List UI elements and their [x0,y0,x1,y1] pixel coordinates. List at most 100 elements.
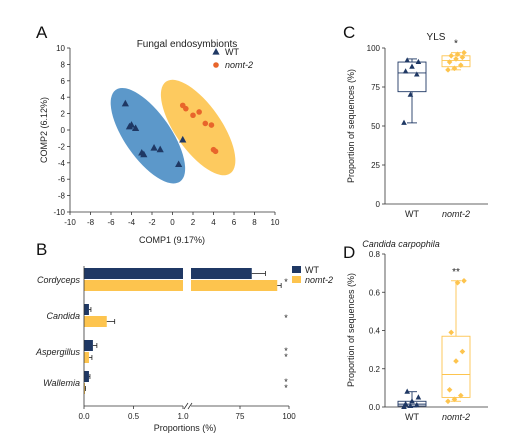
bar-nomt2 [84,383,85,394]
panel-d-content: 0.0 0.2 0.4 0.6 0.8 WT nomt-2 ** [369,250,488,422]
point-wt [156,145,164,153]
point-nomt2 [454,279,461,286]
x-tick-label: -2 [148,218,156,227]
significance-star: ** [452,267,460,278]
point-nomt2 [445,67,451,73]
legend-label-wt: WT [225,47,239,57]
x-tick-label: 100 [282,412,296,421]
y-tick-label: 0 [61,126,66,135]
panel-c-box: YLS 0 25 50 75 100 WT nomt-2 * Proportion of se… [346,32,488,219]
point-nomt2 [451,396,458,403]
x-tick-label: 75 [236,412,245,421]
bar-nomt2 [191,280,278,291]
panel-a-scatter: Fungal endosymbionts -10 -8 -6 -4 -2 0 2 4 6 8 10-… [39,39,280,245]
x-tick-label: -6 [107,218,115,227]
bar-nomt2 [84,280,183,291]
x-tick-label: 0.0 [78,412,90,421]
y-tick-label: -8 [58,192,66,201]
point-wt [415,394,422,400]
point-nomt2 [446,386,453,393]
x-tick-label: 6 [232,218,237,227]
significance-star: * [284,313,288,323]
bar-nomt2 [84,352,89,363]
axis-break-mark [183,402,189,410]
point-wt [132,124,140,131]
point-wt [402,400,409,407]
x-tick-label: 10 [271,218,280,227]
y-tick-label: -6 [58,175,66,184]
point-nomt2 [448,329,454,336]
y-tick-label: 2 [61,110,66,119]
point-nomt2 [454,51,461,58]
y-tick-label: 0.2 [369,365,381,374]
legend-label-wt: WT [305,265,319,275]
point-wt [407,402,414,409]
legend-label-nomt2: nomt-2 [225,60,253,70]
panel-a-legend: WT nomt-2 [212,47,253,70]
panel-c-ylabel: Proportion of sequences (%) [346,69,356,183]
category-label: Cordyceps [37,275,81,285]
point-nomt2 [202,120,209,127]
point-nomt2 [446,59,453,65]
panel-label-c: C [343,23,355,42]
legend-swatch-nomt2 [292,276,301,283]
panel-label-b: B [36,240,47,259]
bar-wt [84,304,89,315]
point-nomt2 [183,105,189,112]
point-nomt2 [445,398,451,405]
point-wt [415,58,422,65]
panel-a-title: Fungal endosymbionts [137,39,238,50]
bar-nomt2 [84,316,107,327]
category-label: Aspergillus [35,347,81,357]
category-label: Candida [46,311,80,321]
legend-swatch-wt [292,266,301,273]
legend-marker-nomt2 [213,62,219,68]
point-wt [140,150,148,158]
point-wt [414,71,420,77]
box-nomt2 [441,335,471,398]
point-nomt2 [190,112,196,119]
y-tick-label: 0.0 [369,403,381,412]
point-wt [404,388,410,394]
panel-b-bar: Cordyceps *Candida *Aspergillus **Wallemia *… [35,265,333,433]
point-nomt2 [458,62,464,68]
bar-wt [191,268,252,279]
point-wt [121,99,129,107]
x-tick-label: 0.5 [128,412,140,421]
bar-wt [84,340,93,351]
x-tick-label: 2 [191,218,196,227]
panel-d-title: Candida carpophila [362,239,440,249]
significance-star: * [454,39,458,50]
panel-b-content: Cordyceps *Candida *Aspergillus **Wallemia *… [35,266,296,421]
category-label: Wallemia [43,378,80,388]
y-tick-label: 0 [376,200,381,209]
point-nomt2 [453,358,459,364]
x-tick-label: 1.0 [177,412,189,421]
point-wt [401,403,407,409]
y-tick-label: 0.8 [369,250,381,259]
y-tick-label: -2 [58,142,66,151]
point-wt [175,160,183,168]
y-tick-label: -10 [53,208,65,217]
legend-marker-wt [212,48,220,55]
point-nomt2 [212,148,219,155]
y-tick-label: 0.4 [369,327,381,336]
point-wt [402,68,409,74]
x-tick-label: 8 [252,218,257,227]
y-tick-label: 4 [61,93,66,102]
panel-label-a: A [36,23,48,42]
point-wt [179,135,187,143]
point-wt [127,121,136,128]
panel-a-points [121,99,219,168]
legend-label-nomt2: nomt-2 [305,275,333,285]
y-tick-label: 0.6 [369,288,381,297]
x-tick-label: -10 [64,218,76,227]
x-tick-label: 4 [211,218,216,227]
box-nomt2 [441,55,471,68]
point-nomt2 [196,109,202,115]
x-tick-label: -8 [87,218,95,227]
box-wt [397,61,427,93]
point-wt [414,401,420,408]
point-wt [407,91,414,97]
